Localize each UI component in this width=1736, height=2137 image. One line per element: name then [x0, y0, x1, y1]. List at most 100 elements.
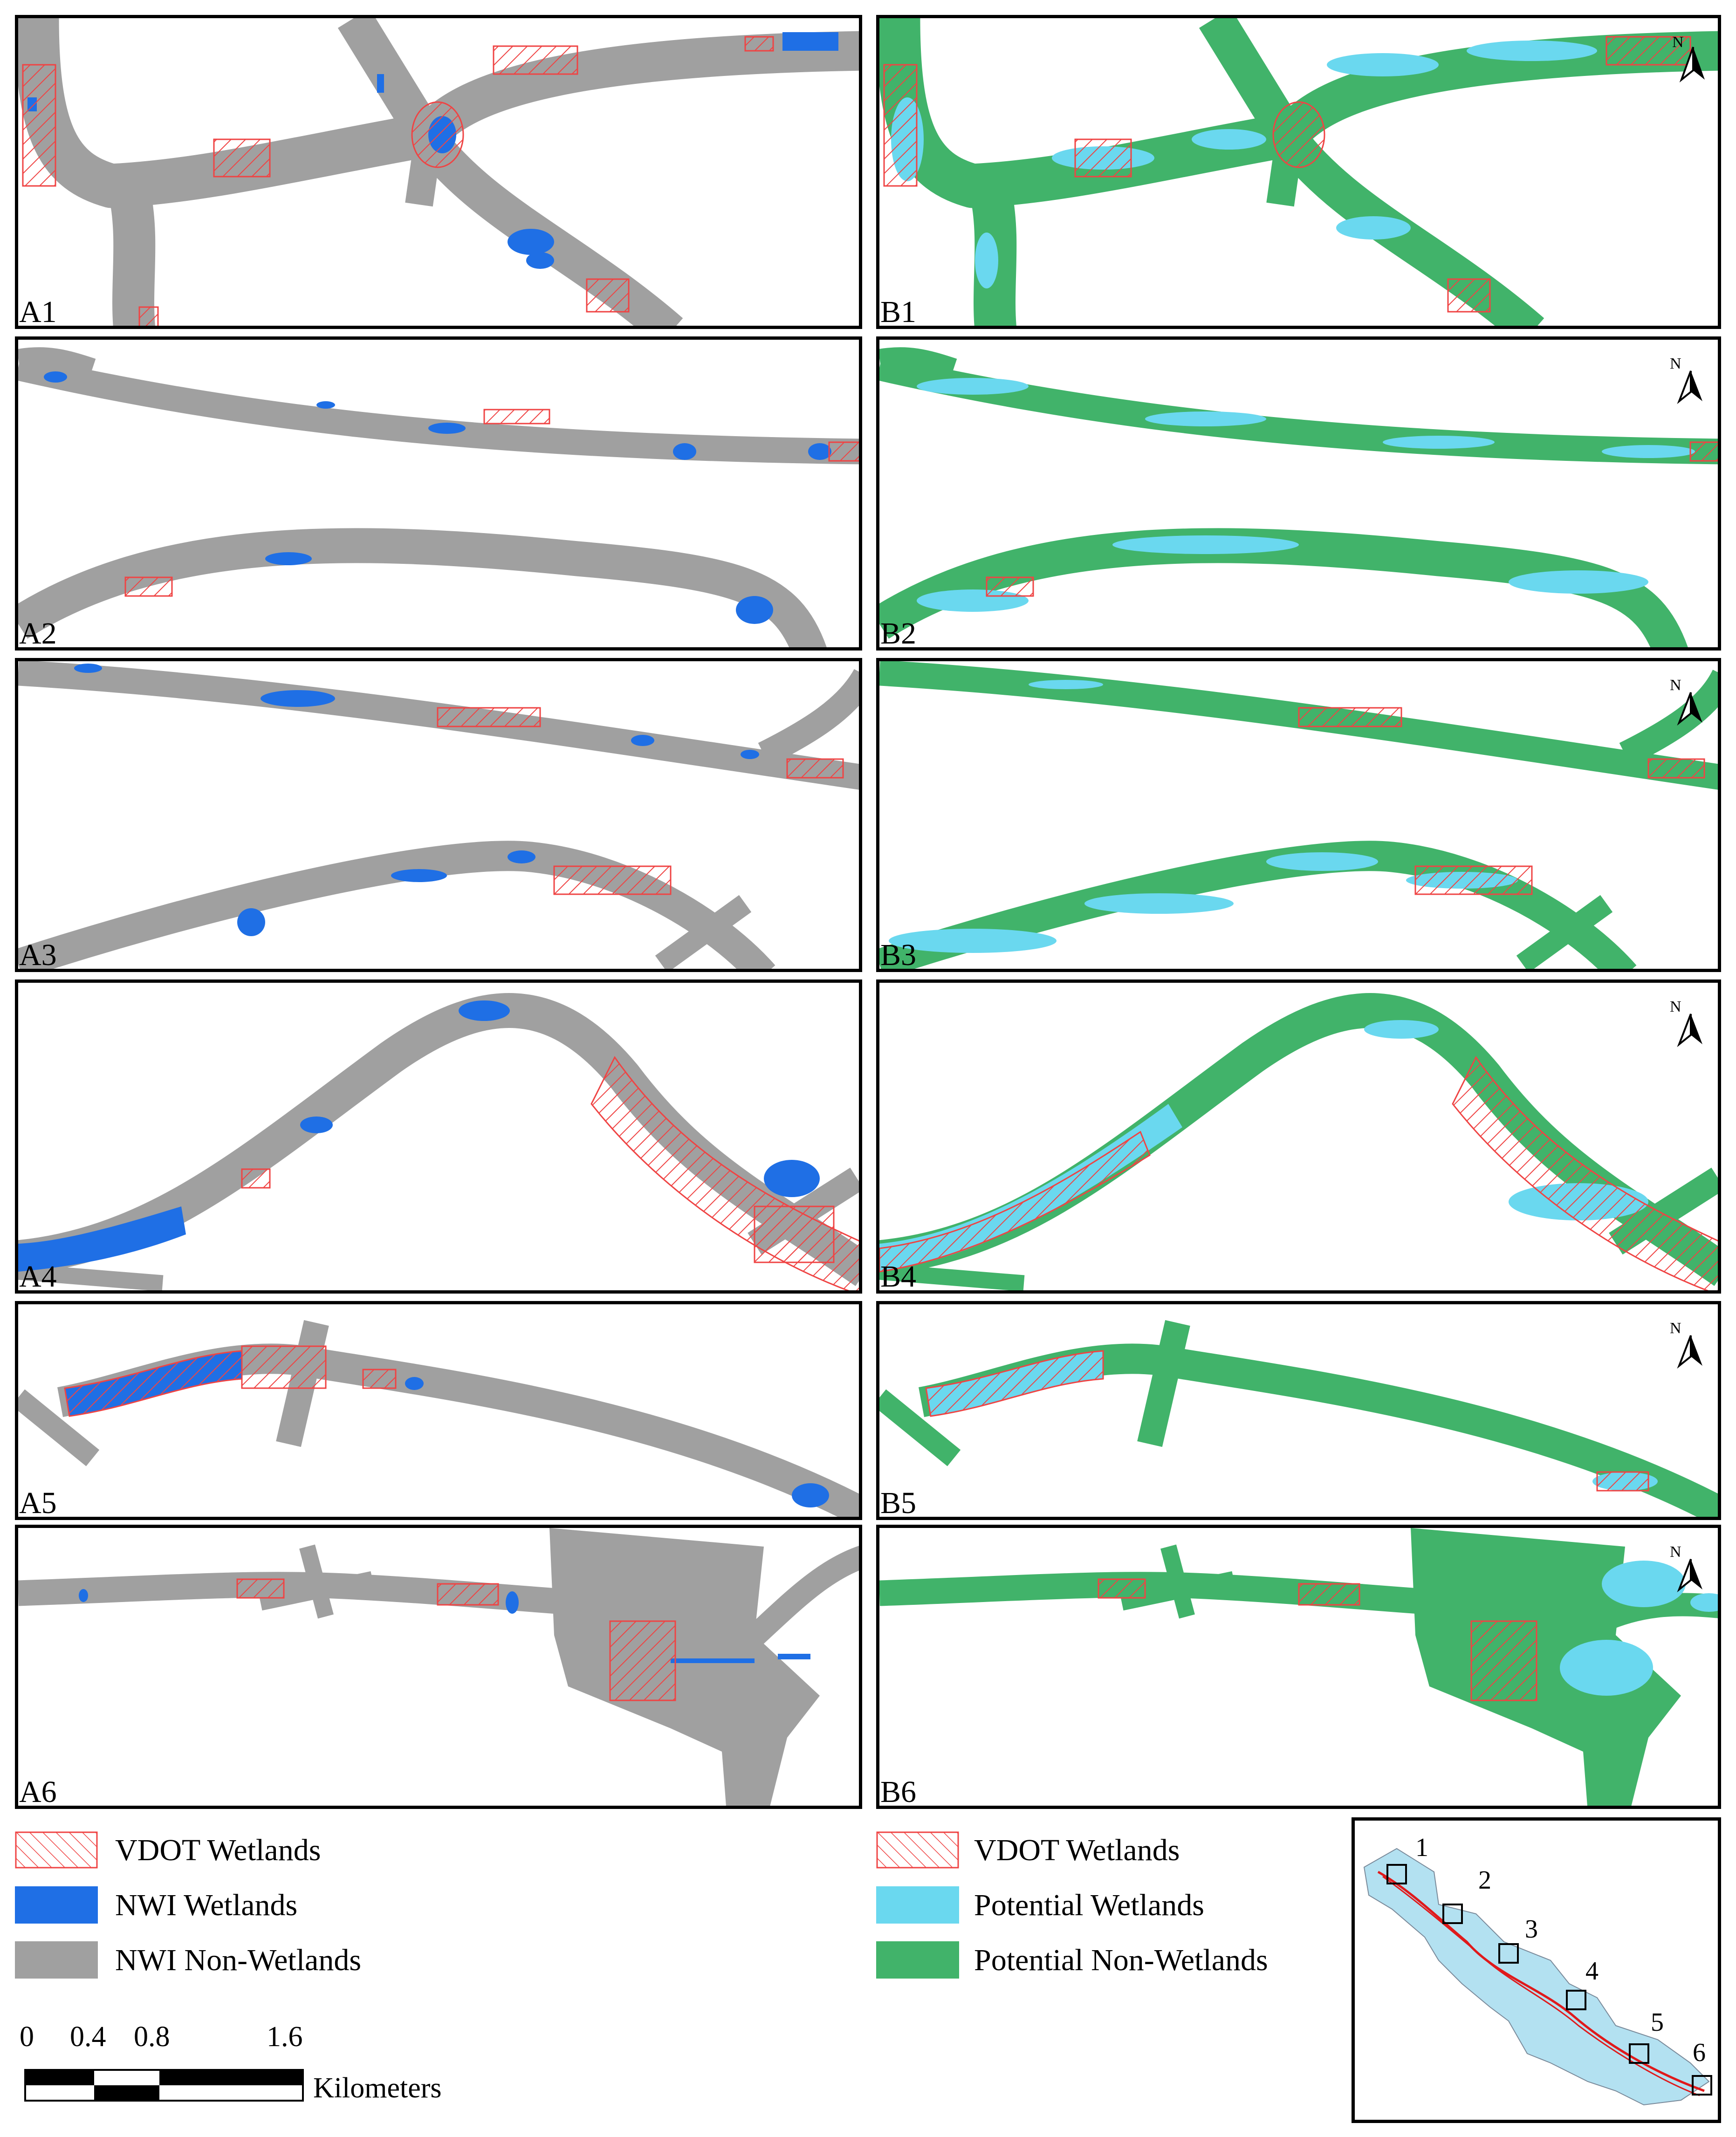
vdot-wetland-patches	[925, 1350, 1649, 1492]
scale-tick-2: 0.8	[134, 2021, 170, 2053]
nwi-nonwetland-polygon	[549, 1528, 820, 1806]
study-corridor-line	[1377, 1870, 1705, 2092]
potential-nonwetlands-swatch	[876, 1941, 959, 1979]
vdot-wetland-patches	[22, 36, 774, 326]
panel-label: A5	[19, 1486, 57, 1520]
vdot-wetland-patches	[986, 441, 1718, 597]
map-panel-b1: N B1	[876, 15, 1721, 329]
study-area-watershed	[1363, 1848, 1710, 2106]
panel-label: A6	[19, 1775, 57, 1809]
nwi-wetlands-swatch	[15, 1886, 98, 1924]
nwi-wetland-patches	[74, 664, 759, 936]
map-b3-roads	[879, 661, 1718, 969]
legend-potential-wetlands-label: Potential Wetlands	[974, 1888, 1204, 1922]
scale-tick-1: 0.4	[70, 2021, 106, 2053]
scale-tick-0: 0	[20, 2021, 34, 2053]
vdot-wetland-patches	[1298, 707, 1705, 895]
map-b1-roads	[879, 18, 1718, 326]
panel-label: A2	[19, 616, 57, 651]
potential-wetlands-swatch	[876, 1886, 959, 1924]
vdot-wetland-patches	[883, 36, 1691, 313]
panel-label: B4	[880, 1260, 917, 1294]
scale-bar-graphic	[24, 2069, 304, 2102]
vdot-wetland-patches	[64, 1345, 397, 1417]
map-b4-roads	[879, 993, 1718, 1290]
potential-wetland-patches	[1560, 1561, 1718, 1696]
nwi-wetland-patches	[44, 371, 831, 624]
inset-label-3: 3	[1525, 1915, 1538, 1944]
map-b2-roads	[879, 347, 1718, 647]
map-a1-roads	[18, 18, 859, 326]
vdot-wetland-patches	[437, 707, 844, 895]
scale-unit: Kilometers	[313, 2072, 442, 2104]
map-panel-a6: A6	[15, 1525, 862, 1809]
map-a3-roads	[18, 661, 859, 969]
legend-nwi-wetlands-label: NWI Wetlands	[115, 1888, 298, 1922]
map-panel-a2: A2	[15, 336, 862, 651]
map-panel-b4: N B4	[876, 979, 1721, 1294]
inset-location-boxes	[1386, 1864, 1712, 2096]
map-panel-b3: N B3	[876, 658, 1721, 972]
vdot-wetland-patches	[236, 1578, 676, 1701]
study-corridor-line-2	[1382, 1876, 1700, 2096]
legend-left: VDOT Wetlands NWI Wetlands NWI Non-Wetla…	[15, 1831, 481, 1985]
panel-label: B3	[880, 938, 917, 972]
inset-label-1: 1	[1415, 1833, 1428, 1862]
panel-label: B6	[880, 1775, 917, 1809]
legend-right: VDOT Wetlands Potential Wetlands Potenti…	[876, 1831, 1342, 1985]
legend-vdot-label: VDOT Wetlands	[115, 1833, 321, 1867]
nwi-nonwetlands-swatch	[15, 1941, 98, 1979]
nwi-wetland-patches	[18, 1000, 820, 1272]
panel-label: A3	[19, 938, 57, 972]
map-a4-roads	[18, 993, 859, 1290]
vdot-wetland-patches	[241, 1056, 859, 1290]
vdot-wetland-patches	[879, 1056, 1718, 1290]
scale-bar: 0 0.4 0.8 1.6 Kilometers	[15, 2022, 528, 2130]
map-panel-a5: A5	[15, 1301, 862, 1520]
north-arrow-icon: N	[1667, 993, 1709, 1049]
vdot-wetland-patches	[124, 409, 859, 597]
inset-label-6: 6	[1693, 2038, 1706, 2067]
legend-nwi-nonwetlands-label: NWI Non-Wetlands	[115, 1943, 362, 1977]
map-a5-roads	[18, 1320, 859, 1517]
vdot-swatch	[15, 1831, 98, 1869]
vdot-swatch	[876, 1831, 959, 1869]
vdot-wetland-patches	[1098, 1578, 1537, 1701]
inset-label-5: 5	[1651, 2008, 1664, 2037]
map-b6-roads	[879, 1528, 1718, 1806]
north-label: N	[1670, 677, 1681, 694]
map-panel-a3: A3	[15, 658, 862, 972]
map-panel-b5: N B5	[876, 1301, 1721, 1520]
legend-vdot-label: VDOT Wetlands	[974, 1833, 1180, 1867]
north-arrow-icon: N	[1667, 671, 1709, 727]
north-label: N	[1670, 355, 1681, 372]
panel-label: A1	[19, 295, 57, 329]
map-panel-a1: A1	[15, 15, 862, 329]
inset-label-2: 2	[1478, 1866, 1491, 1895]
inset-map-graphic	[1363, 1848, 1712, 2106]
nwi-wetland-patches	[79, 1589, 810, 1663]
north-label: N	[1670, 1543, 1681, 1561]
north-label: N	[1670, 998, 1681, 1015]
north-arrow-icon: N	[1667, 350, 1709, 406]
map-a2-roads	[18, 347, 859, 647]
panel-label: A4	[19, 1260, 57, 1294]
north-label: N	[1672, 34, 1684, 51]
north-arrow-icon: N	[1667, 28, 1709, 84]
potential-wetland-patches	[917, 378, 1695, 612]
map-panel-a4: A4	[15, 979, 862, 1294]
inset-label-4: 4	[1585, 1957, 1599, 1986]
inset-overview-map: 1 2 3 4 5 6	[1352, 1817, 1721, 2123]
north-label: N	[1670, 1320, 1681, 1337]
panel-label: B5	[880, 1486, 917, 1520]
scale-tick-3: 1.6	[267, 2021, 303, 2053]
panel-label: B1	[880, 295, 917, 329]
north-arrow-icon: N	[1667, 1315, 1709, 1370]
north-arrow-icon: N	[1667, 1538, 1709, 1594]
map-a6-roads	[18, 1528, 859, 1806]
map-panel-b2: N B2	[876, 336, 1721, 651]
panel-label: B2	[880, 616, 917, 651]
map-panel-b6: N B6	[876, 1525, 1721, 1809]
map-b5-roads	[879, 1320, 1718, 1517]
legend-potential-nonwetlands-label: Potential Non-Wetlands	[974, 1943, 1268, 1977]
